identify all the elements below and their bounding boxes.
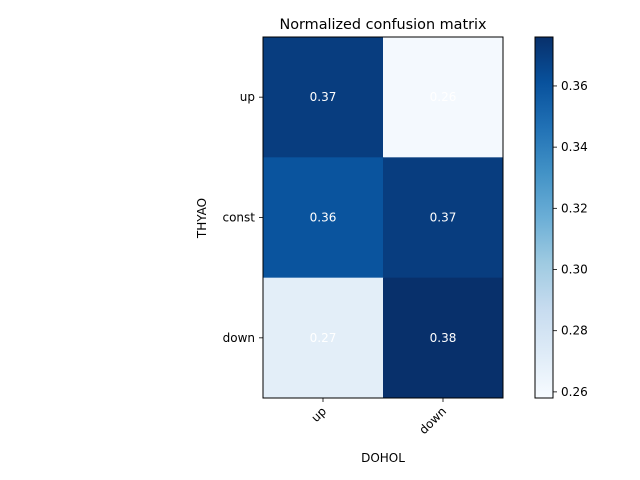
x-tick-label: down bbox=[416, 404, 449, 437]
cell-value-label: 0.38 bbox=[430, 331, 457, 345]
colorbar-tick-label: 0.30 bbox=[561, 263, 588, 277]
y-tick-label: up bbox=[240, 90, 255, 104]
y-tick-label: down bbox=[223, 331, 255, 345]
heatmap-cell bbox=[263, 277, 384, 399]
heatmap-cell bbox=[383, 157, 504, 279]
colorbar bbox=[534, 36, 554, 399]
heatmap-cell bbox=[263, 157, 384, 279]
colorbar-tick-label: 0.26 bbox=[561, 385, 588, 399]
colorbar-tick-label: 0.32 bbox=[561, 201, 588, 215]
cell-value-label: 0.27 bbox=[310, 331, 337, 345]
heatmap-cell bbox=[383, 37, 504, 158]
cell-value-label: 0.26 bbox=[430, 90, 457, 104]
x-tick-label: up bbox=[308, 404, 329, 425]
colorbar-tick-label: 0.36 bbox=[561, 79, 588, 93]
cell-value-label: 0.36 bbox=[310, 211, 337, 225]
y-tick-label: const bbox=[222, 211, 255, 225]
heatmap-cells: 0.37 0.26 0.36 0.37 0.27 0.38 bbox=[263, 37, 504, 399]
cell-value-label: 0.37 bbox=[430, 211, 457, 225]
cell-value-label: 0.37 bbox=[310, 90, 337, 104]
heatmap-cell bbox=[263, 37, 384, 158]
y-axis-label: THYAO bbox=[195, 198, 209, 239]
colorbar-ticks: 0.26 0.28 0.30 0.32 0.34 0.36 bbox=[553, 79, 588, 399]
colorbar-tick-label: 0.28 bbox=[561, 324, 588, 338]
heatmap-cell bbox=[383, 277, 504, 399]
chart-title: Normalized confusion matrix bbox=[279, 17, 487, 33]
x-axis-ticks: up down bbox=[308, 398, 449, 437]
x-axis-label: DOHOL bbox=[361, 451, 405, 465]
colorbar-tick-label: 0.34 bbox=[561, 140, 588, 154]
y-axis-ticks: up const down bbox=[222, 90, 263, 345]
